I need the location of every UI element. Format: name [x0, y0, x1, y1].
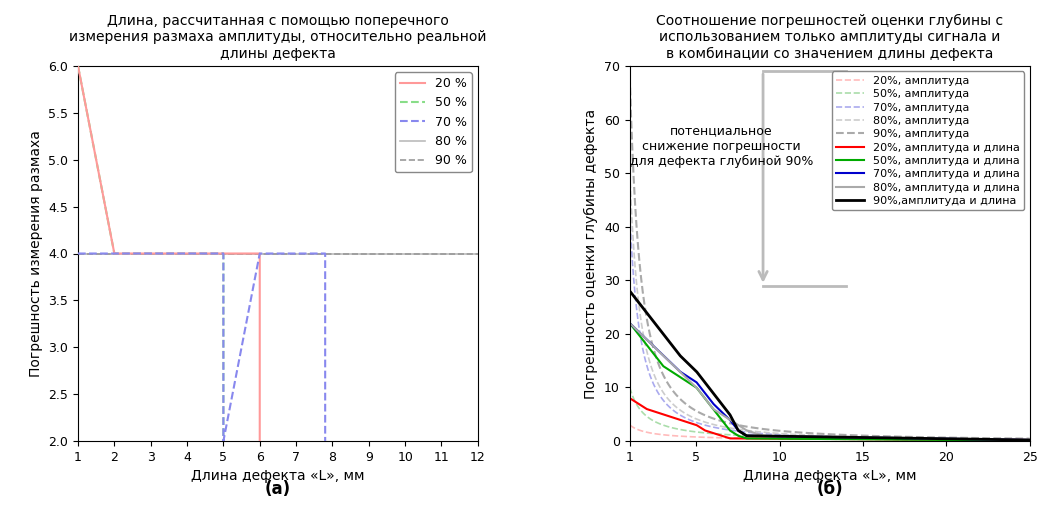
- Title: Длина, рассчитанная с помощью поперечного
измерения размаха амплитуды, относител: Длина, рассчитанная с помощью поперечног…: [70, 14, 487, 60]
- X-axis label: Длина дефекта «L», мм: Длина дефекта «L», мм: [191, 469, 365, 483]
- Text: (а): (а): [265, 480, 291, 497]
- Y-axis label: Погрешность измерения размаха: Погрешность измерения размаха: [29, 130, 43, 377]
- Title: Соотношение погрешностей оценки глубины с
использованием только амплитуды сигнал: Соотношение погрешностей оценки глубины …: [656, 14, 1004, 60]
- Text: потенциальное
снижение погрешности
для дефекта глубиной 90%: потенциальное снижение погрешности для д…: [629, 125, 813, 168]
- Text: (б): (б): [816, 480, 843, 497]
- Legend: 20 %, 50 %, 70 %, 80 %, 90 %: 20 %, 50 %, 70 %, 80 %, 90 %: [394, 72, 471, 172]
- Legend: 20%, амплитуда, 50%, амплитуда, 70%, амплитуда, 80%, амплитуда, 90%, амплитуда, : 20%, амплитуда, 50%, амплитуда, 70%, амп…: [832, 71, 1024, 210]
- X-axis label: Длина дефекта «L», мм: Длина дефекта «L», мм: [743, 469, 916, 483]
- Y-axis label: Погрешность оценки глубины дефекта: Погрешность оценки глубины дефекта: [584, 108, 598, 399]
